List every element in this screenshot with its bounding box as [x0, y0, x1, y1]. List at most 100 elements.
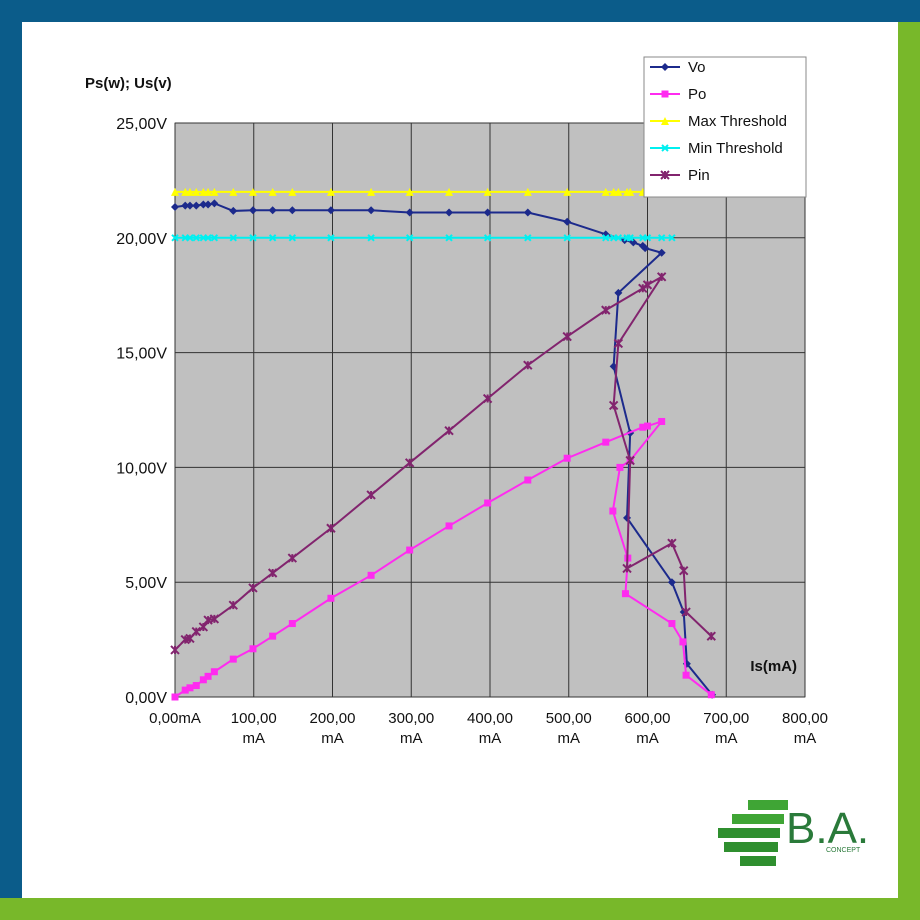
marker: [248, 206, 257, 215]
frame-left: [0, 0, 22, 920]
marker: [626, 187, 635, 196]
marker: [406, 546, 414, 554]
marker: [629, 238, 638, 247]
marker: [483, 208, 492, 217]
marker: [248, 583, 258, 593]
marker: [367, 571, 375, 579]
marker: [667, 538, 677, 548]
marker: [524, 234, 532, 242]
marker: [626, 234, 634, 242]
marker: [268, 206, 277, 215]
x-tick-label: 500,00 mA: [545, 710, 592, 747]
marker: [644, 422, 651, 430]
marker: [186, 684, 194, 692]
marker: [198, 622, 209, 632]
frame-right: [898, 22, 920, 920]
marker: [267, 568, 278, 578]
marker: [602, 234, 610, 242]
marker: [641, 244, 650, 253]
marker: [523, 360, 533, 370]
marker: [249, 234, 257, 242]
x-tick-label: 300,00 mA: [388, 710, 435, 747]
marker: [660, 170, 670, 180]
marker: [609, 507, 617, 515]
y-tick-label: 25,00V: [116, 116, 167, 133]
x-tick-label: 100,00 mA: [230, 710, 277, 747]
marker: [192, 187, 201, 196]
logo-stripes: [718, 800, 788, 866]
marker: [288, 206, 297, 215]
marker: [524, 476, 532, 484]
marker: [228, 600, 238, 610]
marker: [229, 234, 237, 242]
marker: [327, 594, 335, 602]
marker: [483, 187, 492, 196]
marker: [661, 144, 669, 152]
marker: [326, 187, 335, 196]
marker: [367, 206, 376, 215]
marker: [199, 676, 207, 684]
marker: [204, 234, 212, 242]
x-tick-label: 800,00 mA: [782, 710, 828, 747]
y-tick-label: 15,00V: [116, 346, 167, 363]
marker: [199, 200, 208, 209]
marker: [445, 208, 454, 217]
marker: [668, 620, 676, 628]
marker: [643, 234, 652, 242]
y-axis-title: Ps(w); Us(v): [85, 75, 172, 92]
marker: [667, 578, 676, 587]
legend-label: Vo: [688, 59, 706, 76]
logo-text: B.A.: [786, 804, 869, 853]
marker: [621, 590, 629, 598]
marker: [682, 671, 690, 679]
marker: [563, 454, 571, 462]
marker: [679, 566, 689, 576]
marker: [192, 682, 200, 690]
marker: [661, 63, 669, 71]
marker: [482, 393, 493, 404]
legend-label: Pin: [688, 167, 710, 184]
x-tick-label: 200,00 mA: [309, 710, 356, 747]
marker: [681, 607, 691, 617]
marker: [622, 563, 632, 574]
marker: [326, 523, 336, 533]
legend-label: Po: [688, 86, 706, 103]
marker: [210, 668, 218, 676]
x-tick-label: 400,00 mA: [467, 710, 513, 747]
marker: [268, 187, 277, 196]
marker: [707, 691, 715, 699]
marker: [288, 234, 297, 242]
marker: [563, 234, 571, 242]
marker: [642, 280, 653, 290]
marker: [210, 199, 219, 208]
marker: [483, 234, 492, 242]
marker: [366, 490, 376, 500]
marker: [601, 187, 610, 196]
marker: [679, 638, 687, 646]
marker: [616, 463, 624, 471]
marker: [171, 693, 179, 701]
marker: [229, 187, 238, 196]
x-tick-label: 700,00 mA: [703, 710, 750, 747]
marker: [613, 338, 624, 349]
marker: [209, 614, 220, 624]
marker: [171, 203, 179, 212]
marker: [608, 400, 619, 411]
marker: [614, 288, 623, 297]
marker: [657, 234, 666, 242]
marker: [367, 187, 376, 196]
marker: [523, 208, 532, 217]
marker: [367, 234, 375, 242]
marker: [192, 234, 200, 242]
marker: [186, 234, 194, 242]
marker: [249, 645, 257, 653]
marker: [181, 686, 189, 694]
marker: [625, 455, 635, 466]
marker: [229, 206, 238, 215]
marker: [444, 425, 454, 436]
marker: [185, 201, 194, 210]
marker: [445, 187, 454, 196]
marker: [288, 620, 296, 628]
